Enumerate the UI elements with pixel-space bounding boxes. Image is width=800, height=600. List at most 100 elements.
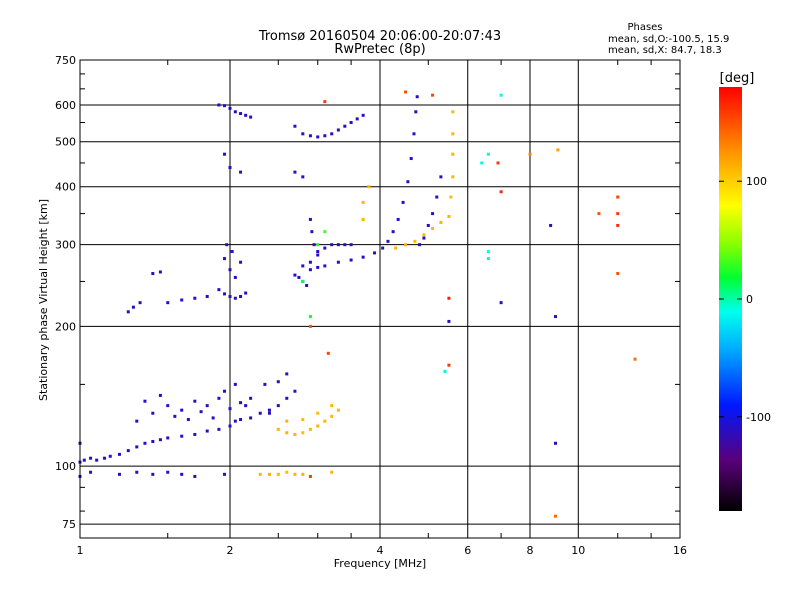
data-point — [439, 175, 443, 179]
data-point — [166, 436, 170, 440]
colorbar-tick-label: 100 — [746, 175, 767, 188]
data-point — [233, 382, 237, 386]
data-point — [451, 152, 455, 156]
data-point — [431, 227, 435, 231]
data-point — [316, 424, 320, 428]
data-point — [616, 195, 620, 199]
data-point — [258, 411, 262, 415]
stats-line-o: mean, sd,O:-100.5, 15.9 — [608, 34, 729, 45]
data-point — [249, 115, 253, 119]
data-point — [297, 275, 301, 279]
data-point — [239, 260, 243, 264]
x-axis-ticks: 1 2 4 6 8 10 16 — [77, 60, 687, 557]
data-point — [330, 404, 334, 408]
data-point — [151, 272, 155, 276]
data-point — [386, 239, 390, 243]
x-tick-label: 16 — [673, 544, 687, 557]
data-point — [316, 411, 320, 415]
data-point — [217, 103, 221, 107]
data-point — [228, 424, 232, 428]
data-point — [308, 268, 312, 272]
data-point — [447, 296, 451, 300]
data-point — [193, 296, 197, 300]
data-point — [301, 132, 305, 136]
y-axis-label: Stationary phase Virtual Height [km] — [37, 199, 50, 401]
data-point — [239, 112, 243, 116]
colorbar — [719, 87, 742, 511]
data-point — [239, 170, 243, 174]
data-point — [193, 474, 197, 478]
colorbar-ticks: 100 0 -100 — [719, 175, 771, 424]
y-tick-label: 400 — [55, 181, 76, 194]
data-point — [233, 275, 237, 279]
data-point — [406, 180, 410, 184]
data-point — [349, 243, 353, 247]
data-point — [499, 301, 503, 305]
data-point — [422, 233, 426, 237]
data-point — [244, 113, 248, 117]
data-point — [409, 157, 413, 161]
data-point — [316, 243, 320, 247]
data-point — [158, 393, 162, 397]
data-point — [308, 474, 312, 478]
data-point — [316, 250, 320, 254]
data-point — [293, 124, 297, 128]
data-point — [258, 472, 262, 476]
plot-frame — [79, 59, 681, 539]
data-point — [239, 294, 243, 298]
data-point — [391, 230, 395, 234]
data-point — [413, 239, 417, 243]
data-point — [199, 410, 203, 414]
data-point — [451, 175, 455, 179]
data-point — [108, 454, 112, 458]
data-point — [285, 372, 289, 376]
data-point — [361, 200, 365, 204]
data-point — [89, 470, 93, 474]
data-point — [225, 243, 229, 247]
data-point — [249, 416, 253, 420]
data-point — [158, 438, 162, 442]
x-tick-label: 6 — [464, 544, 471, 557]
data-point — [323, 246, 327, 250]
data-point — [312, 243, 316, 247]
data-point — [323, 264, 327, 268]
data-point — [180, 408, 184, 412]
data-point — [447, 215, 451, 219]
data-point — [186, 418, 190, 422]
data-point — [336, 128, 340, 132]
data-point — [301, 279, 305, 283]
data-point — [89, 456, 93, 460]
data-point — [361, 113, 365, 117]
data-point — [211, 416, 215, 420]
data-point — [633, 357, 637, 361]
data-point — [151, 411, 155, 415]
colorbar-label: [deg] — [720, 71, 755, 86]
data-point — [343, 243, 347, 247]
data-point — [103, 456, 107, 460]
data-point — [403, 243, 407, 247]
data-point — [323, 419, 327, 423]
data-point — [343, 124, 347, 128]
data-point — [285, 470, 289, 474]
data-point — [228, 165, 232, 169]
data-point — [616, 223, 620, 227]
data-point — [439, 220, 443, 224]
data-point — [305, 284, 309, 288]
data-point — [205, 294, 209, 298]
x-tick-label: 8 — [527, 544, 534, 557]
data-point — [180, 434, 184, 438]
data-point — [126, 449, 130, 453]
data-point — [143, 441, 147, 445]
data-point — [301, 472, 305, 476]
data-point — [549, 223, 553, 227]
data-point — [499, 93, 503, 97]
data-point — [233, 110, 237, 114]
data-point — [553, 441, 557, 445]
data-point — [301, 175, 305, 179]
y-axis-ticks: 75 100 200 300 400 500 600 750 — [55, 54, 680, 531]
data-point — [293, 432, 297, 436]
data-point — [217, 427, 221, 431]
data-points — [78, 90, 637, 518]
data-point — [447, 363, 451, 367]
